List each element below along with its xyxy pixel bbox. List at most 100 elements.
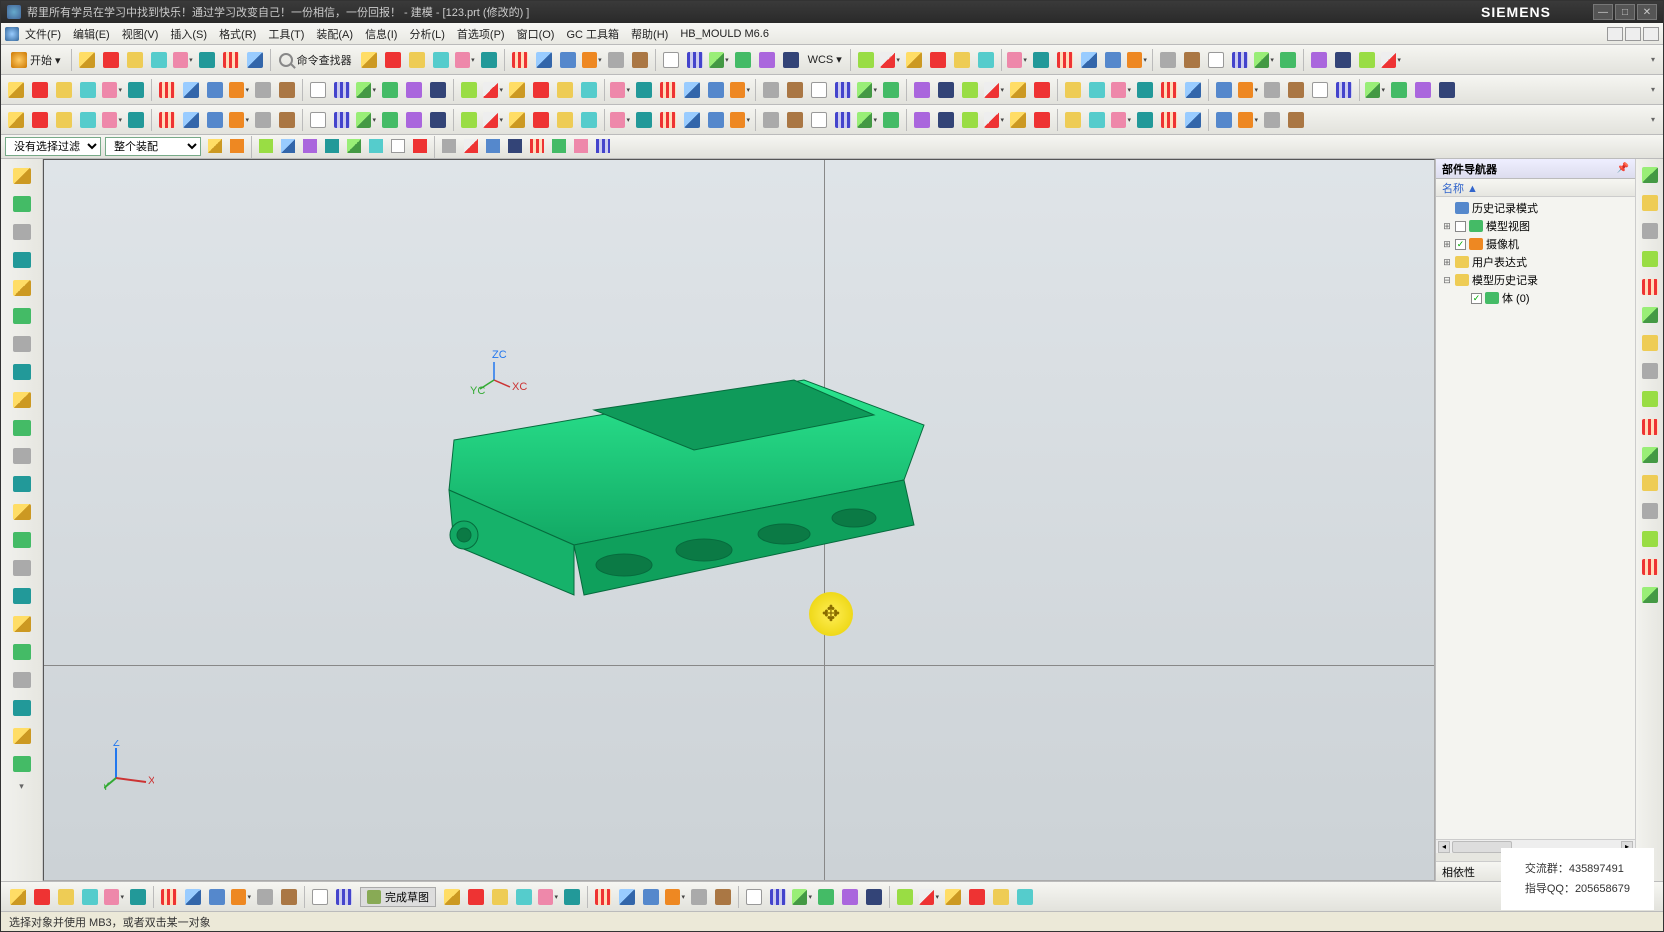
resource-tab[interactable] xyxy=(1640,389,1660,409)
toolbar-button[interactable] xyxy=(1364,79,1386,101)
toolbar-button[interactable] xyxy=(633,109,655,131)
toolbar-button[interactable] xyxy=(609,79,631,101)
left-tool-button[interactable] xyxy=(10,305,34,327)
toolbar-button[interactable] xyxy=(681,109,703,131)
toolbar-button[interactable] xyxy=(127,886,149,908)
toolbar-button[interactable] xyxy=(990,886,1012,908)
toolbar-button[interactable] xyxy=(633,79,655,101)
left-tool-button[interactable] xyxy=(10,221,34,243)
toolbar-button[interactable] xyxy=(903,49,925,71)
toolbar-button[interactable] xyxy=(355,79,377,101)
toolbar-button[interactable] xyxy=(53,109,75,131)
left-tool-button[interactable] xyxy=(10,641,34,663)
toolbar-button[interactable] xyxy=(124,49,146,71)
resource-tab[interactable] xyxy=(1640,277,1660,297)
node-checkbox[interactable]: ✓ xyxy=(1471,293,1482,304)
toolbar-button[interactable] xyxy=(657,109,679,131)
toolbar-button[interactable] xyxy=(206,886,228,908)
toolbar-button[interactable] xyxy=(465,886,487,908)
toolbar-button[interactable] xyxy=(578,109,600,131)
toolbar-button[interactable] xyxy=(918,886,940,908)
toolbar-button[interactable] xyxy=(832,109,854,131)
toolbar-button[interactable] xyxy=(1182,79,1204,101)
toolbar-button[interactable] xyxy=(403,109,425,131)
toolbar-button[interactable] xyxy=(228,79,250,101)
toolbar-button[interactable] xyxy=(927,49,949,71)
toolbar-button[interactable] xyxy=(808,79,830,101)
toolbar-button[interactable] xyxy=(379,109,401,131)
toolbar-button[interactable] xyxy=(879,49,901,71)
toolbar-button[interactable] xyxy=(880,109,902,131)
toolbar-button[interactable] xyxy=(307,79,329,101)
menu-item[interactable]: 装配(A) xyxy=(310,24,359,44)
toolbar-button[interactable] xyxy=(1062,109,1084,131)
filter-button[interactable] xyxy=(205,136,225,156)
toolbar-button[interactable] xyxy=(489,886,511,908)
resource-tab[interactable] xyxy=(1640,333,1660,353)
toolbar-button[interactable] xyxy=(7,886,29,908)
tree-node[interactable]: ✓体 (0) xyxy=(1438,289,1633,307)
toolbar-button[interactable] xyxy=(942,886,964,908)
left-tool-button[interactable] xyxy=(10,333,34,355)
toolbar-button[interactable] xyxy=(1054,49,1076,71)
toolbar-button[interactable] xyxy=(688,886,710,908)
toolbar-button[interactable] xyxy=(1205,49,1227,71)
menu-item[interactable]: 视图(V) xyxy=(116,24,165,44)
filter-button[interactable] xyxy=(256,136,276,156)
toolbar-button[interactable] xyxy=(5,109,27,131)
toolbar-button[interactable] xyxy=(458,79,480,101)
filter-button[interactable] xyxy=(593,136,613,156)
toolbar-button[interactable] xyxy=(77,109,99,131)
toolbar-button[interactable] xyxy=(554,79,576,101)
toolbar-button[interactable] xyxy=(530,109,552,131)
toolbar-button[interactable] xyxy=(705,79,727,101)
toolbar-button[interactable] xyxy=(458,109,480,131)
toolbar-button[interactable] xyxy=(125,79,147,101)
toolbar-button[interactable] xyxy=(5,79,27,101)
toolbar-button[interactable] xyxy=(79,886,101,908)
toolbar-button[interactable] xyxy=(278,886,300,908)
toolbar-button[interactable] xyxy=(629,49,651,71)
toolbar-button[interactable] xyxy=(156,79,178,101)
resource-tab[interactable] xyxy=(1640,529,1660,549)
resource-tab[interactable] xyxy=(1640,445,1660,465)
toolbar-button[interactable] xyxy=(403,79,425,101)
minimize-button[interactable]: — xyxy=(1593,4,1613,20)
toolbar-button[interactable] xyxy=(478,49,500,71)
toolbar-button[interactable] xyxy=(784,109,806,131)
toolbar-button[interactable] xyxy=(1285,109,1307,131)
toolbar-button[interactable] xyxy=(509,49,531,71)
toolbar-button[interactable] xyxy=(1006,49,1028,71)
toolbar-button[interactable] xyxy=(605,49,627,71)
toolbar-button[interactable] xyxy=(616,886,638,908)
toolbar-button[interactable] xyxy=(815,886,837,908)
menu-item[interactable]: 文件(F) xyxy=(19,24,67,44)
graphics-viewport[interactable]: ZC XC YC Z X Y ✥ xyxy=(43,159,1435,881)
toolbar-button[interactable] xyxy=(382,49,404,71)
toolbar-button[interactable] xyxy=(537,886,559,908)
toolbar-button[interactable] xyxy=(935,79,957,101)
resource-tab[interactable] xyxy=(1640,165,1660,185)
expand-icon[interactable]: ⊞ xyxy=(1442,257,1452,268)
toolbar-button[interactable] xyxy=(743,886,765,908)
toolbar-button[interactable] xyxy=(1030,49,1052,71)
toolbar-button[interactable] xyxy=(1157,49,1179,71)
toolbar-button[interactable] xyxy=(182,886,204,908)
left-tool-button[interactable] xyxy=(10,585,34,607)
toolbar-button[interactable] xyxy=(101,79,123,101)
toolbar-button[interactable] xyxy=(1158,79,1180,101)
filter-button[interactable] xyxy=(366,136,386,156)
toolbar-button[interactable] xyxy=(1412,79,1434,101)
expand-icon[interactable]: ⊞ xyxy=(1442,239,1452,250)
toolbar-button[interactable] xyxy=(156,109,178,131)
left-tool-button[interactable] xyxy=(10,753,34,775)
filter-button[interactable] xyxy=(527,136,547,156)
toolbar-button[interactable] xyxy=(1380,49,1402,71)
toolbar-button[interactable] xyxy=(1181,49,1203,71)
toolbar-button[interactable] xyxy=(1261,79,1283,101)
toolbar-button[interactable] xyxy=(228,109,250,131)
toolbar-button[interactable] xyxy=(331,79,353,101)
toolbar-button[interactable] xyxy=(1007,109,1029,131)
resource-tab[interactable] xyxy=(1640,473,1660,493)
toolbar-button[interactable] xyxy=(355,109,377,131)
